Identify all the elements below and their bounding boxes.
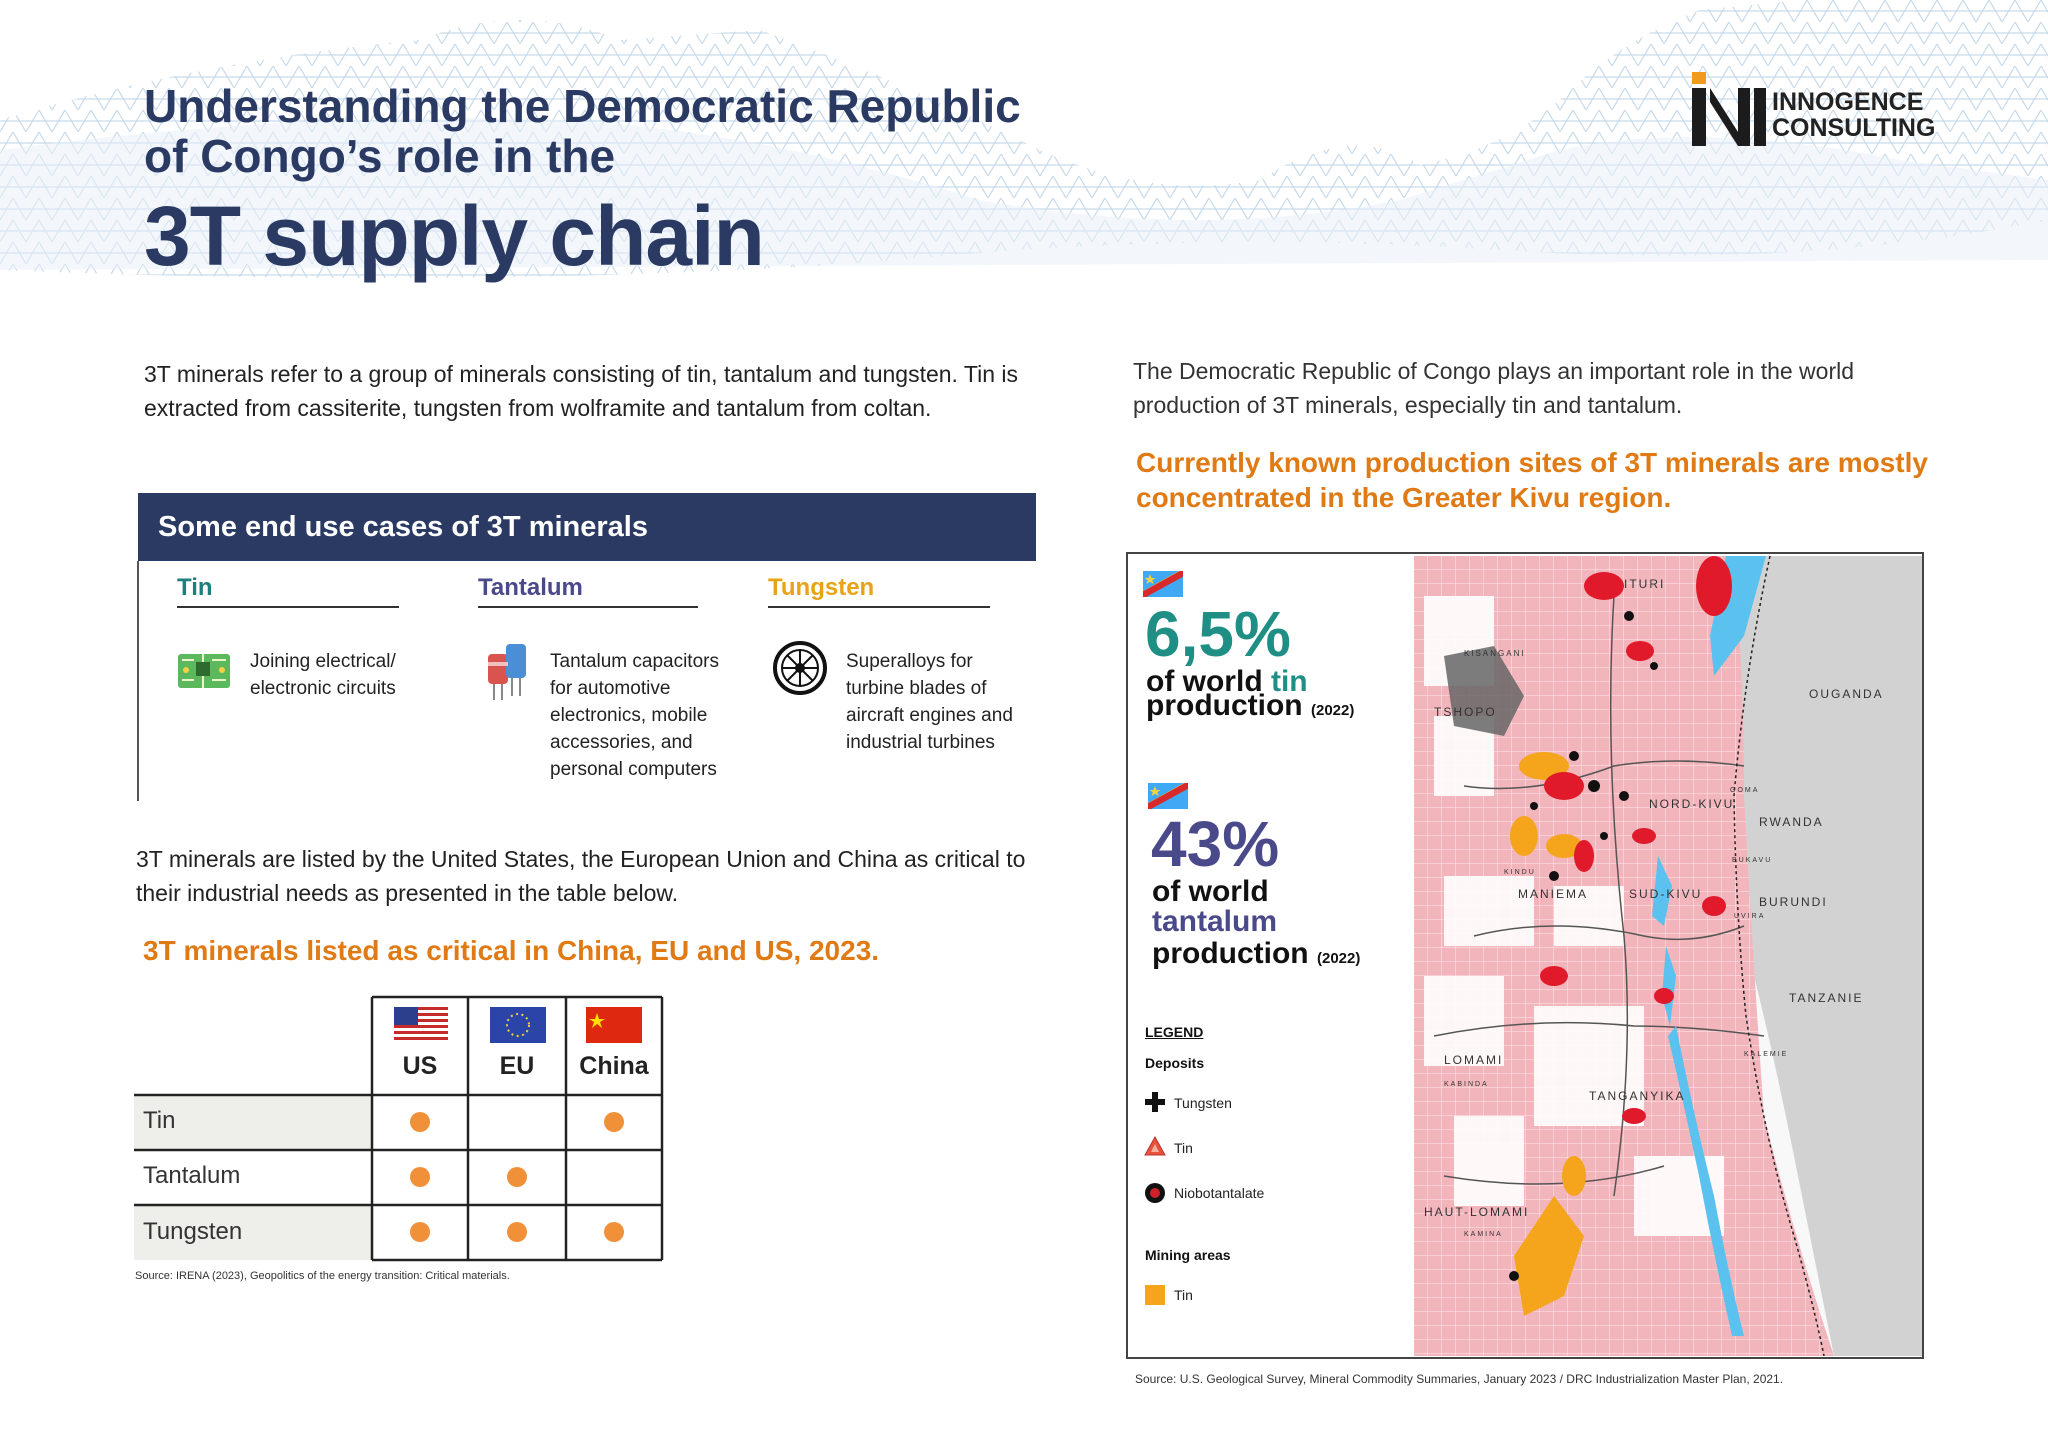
legend-mining-tin: Tin (1174, 1287, 1193, 1303)
legend-item-niobotantalate: Niobotantalate (1174, 1185, 1265, 1201)
critical-intro-paragraph: 3T minerals are listed by the United Sta… (136, 846, 1026, 906)
eu-flag-icon (490, 1007, 546, 1043)
drc-mining-map: ITURI OUGANDA TSHOPO KISANGANI NORD-KIVU… (1414, 556, 1922, 1356)
map-label-rwanda: RWANDA (1759, 815, 1824, 829)
map-label-kabinda: KABINDA (1444, 1081, 1489, 1088)
end-use-col-tantalum-rule (478, 606, 698, 608)
drc-flag-icon (1148, 783, 1188, 809)
table-mark-tin-china (604, 1112, 624, 1132)
table-header-us: US (402, 1052, 438, 1080)
title-line-1: Understanding the Democratic Republic (144, 80, 1021, 132)
capacitor-icon (488, 644, 526, 700)
stat-tantalum-line-2: tantalum (1152, 905, 1278, 938)
map-label-bukavu: BUKAVU (1732, 857, 1772, 864)
stat-tantalum-value: 43% (1151, 808, 1280, 880)
end-use-col-tungsten-title: Tungsten (768, 574, 875, 601)
intro-paragraph: 3T minerals refer to a group of minerals… (144, 361, 1019, 421)
right-highlight-heading: Currently known production sites of 3T m… (1136, 447, 1928, 513)
logo-text-line-1: INNOGENCE (1772, 88, 1924, 116)
critical-minerals-table (134, 995, 664, 1262)
map-label-nord-kivu: NORD-KIVU (1649, 797, 1734, 811)
end-use-title: Some end use cases of 3T minerals (158, 511, 648, 543)
end-use-tantalum-text: Tantalum capacitors for automotive elect… (550, 651, 719, 780)
table-mark-tin-us (410, 1112, 430, 1132)
us-flag-icon (394, 1007, 448, 1043)
table-row-tantalum-label: Tantalum (143, 1162, 241, 1189)
stat-tin-mineral: tin (1270, 665, 1308, 698)
map-label-lomami: LOMAMI (1444, 1053, 1503, 1067)
table-mark-tantalum-us (410, 1167, 430, 1187)
logo-text-line-2: CONSULTING (1772, 114, 1936, 142)
tungsten-cross-icon (1145, 1092, 1165, 1112)
table-row-tungsten-label: Tungsten (143, 1218, 243, 1245)
legend-title: LEGEND (1145, 1024, 1204, 1040)
stat-tantalum-line-1: of world (1152, 875, 1269, 908)
map-label-ituri: ITURI (1624, 577, 1665, 591)
table-header-china: China (579, 1052, 649, 1080)
map-label-haut-lomami: HAUT-LOMAMI (1424, 1205, 1529, 1219)
drc-flag-icon (1143, 571, 1183, 597)
table-mark-tungsten-us (410, 1222, 430, 1242)
map-label-kisangani: KISANGANI (1464, 649, 1526, 658)
table-mark-tantalum-eu (507, 1167, 527, 1187)
map-label-maniema: MANIEMA (1518, 887, 1588, 901)
header-lattice-background (0, 0, 2048, 278)
tin-triangle-icon (1144, 1136, 1166, 1156)
critical-table-heading: 3T minerals listed as critical in China,… (143, 935, 880, 966)
page-title: 3T supply chain (144, 189, 765, 283)
stat-tin-year: (2022) (1310, 702, 1355, 719)
map-label-kamina: KAMINA (1464, 1231, 1503, 1238)
right-intro-paragraph: The Democratic Republic of Congo plays a… (1133, 358, 1855, 418)
table-row-tin-label: Tin (143, 1107, 176, 1134)
end-use-left-border (137, 561, 139, 801)
map-label-burundi: BURUNDI (1759, 895, 1828, 909)
turbine-icon (773, 641, 827, 695)
map-label-kindu: KINDU (1504, 869, 1536, 876)
stat-tin-line-2: production (2022) (1146, 689, 1355, 722)
table-source-note: Source: IRENA (2023), Geopolitics of the… (135, 1270, 510, 1282)
end-use-tin-text: Joining electrical/ electronic circuits (250, 651, 396, 699)
innogence-logo-icon (1692, 72, 1766, 146)
table-mark-tungsten-china (604, 1222, 624, 1242)
legend-deposits-heading: Deposits (1145, 1055, 1205, 1071)
table-header-eu: EU (499, 1052, 535, 1080)
legend-item-tin: Tin (1174, 1140, 1193, 1156)
stat-tin-value: 6,5% (1145, 598, 1291, 670)
end-use-header-bar (138, 493, 1036, 561)
map-label-goma: GOMA (1730, 787, 1759, 794)
map-label-ouganda: OUGANDA (1809, 687, 1884, 701)
stat-tin-line-1: of world tin (1146, 665, 1308, 698)
map-label-tanganyika: TANGANYIKA (1589, 1089, 1685, 1103)
map-label-tanzanie: TANZANIE (1789, 991, 1863, 1005)
map-source-note: Source: U.S. Geological Survey, Mineral … (1135, 1372, 1784, 1386)
end-use-tungsten-text: Superalloys for turbine blades of aircra… (846, 651, 1013, 753)
table-mark-tungsten-eu (507, 1222, 527, 1242)
end-use-col-tantalum-title: Tantalum (478, 574, 583, 601)
circuit-board-icon (178, 654, 230, 688)
niobotantalate-dot-icon (1145, 1183, 1165, 1203)
end-use-col-tin-rule (177, 606, 399, 608)
mining-area-swatch-icon (1145, 1285, 1165, 1305)
map-label-uvira: UVIRA (1734, 913, 1765, 920)
map-label-sud-kivu: SUD-KIVU (1629, 887, 1702, 901)
end-use-col-tungsten-rule (768, 606, 990, 608)
legend-mining-heading: Mining areas (1145, 1247, 1231, 1263)
map-label-kalemie: KALEMIE (1744, 1051, 1788, 1058)
stat-tantalum-year: (2022) (1316, 950, 1361, 967)
title-line-2: of Congo’s role in the (144, 130, 616, 182)
stat-tantalum-line-3: production (2022) (1152, 937, 1361, 970)
china-flag-icon (586, 1007, 642, 1043)
map-label-tshopo: TSHOPO (1434, 705, 1497, 719)
legend-item-tungsten: Tungsten (1174, 1095, 1232, 1111)
end-use-col-tin-title: Tin (177, 574, 213, 601)
